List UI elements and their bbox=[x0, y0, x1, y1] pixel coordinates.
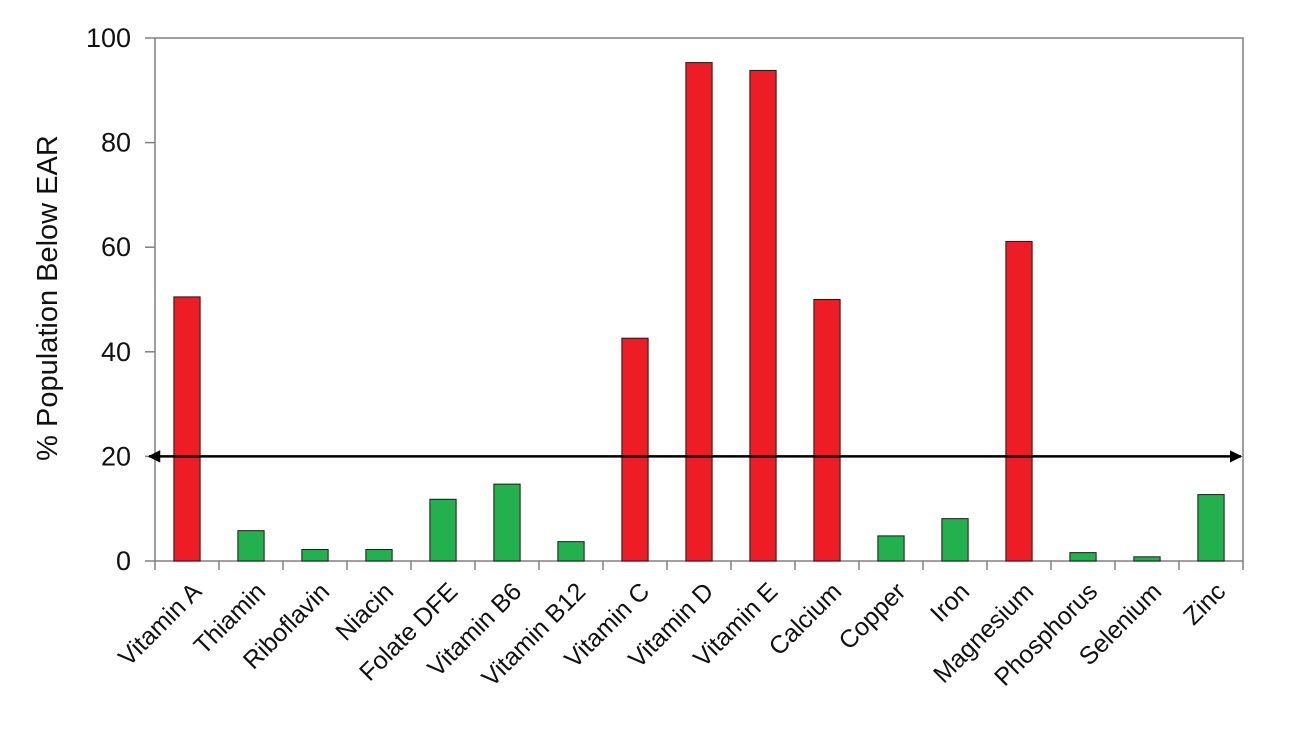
bar-niacin bbox=[365, 548, 393, 562]
bar-vitamin-c bbox=[621, 337, 649, 562]
x-tick-label: Iron bbox=[925, 577, 975, 627]
bar-vitamin-a bbox=[173, 296, 201, 562]
y-tick-label: 100 bbox=[86, 23, 131, 53]
bar-vitamin-d bbox=[685, 62, 713, 562]
y-tick-label: 20 bbox=[101, 441, 131, 471]
bar-phosphorus bbox=[1069, 552, 1097, 562]
bar-vitamin-b6 bbox=[493, 483, 521, 562]
x-tick-label: Calcium bbox=[764, 577, 848, 661]
x-tick-label: Copper bbox=[833, 577, 911, 655]
bar-selenium bbox=[1133, 556, 1161, 562]
bar-magnesium bbox=[1005, 240, 1033, 562]
bar-zinc bbox=[1197, 494, 1225, 562]
bar-riboflavin bbox=[301, 548, 329, 562]
bar-iron bbox=[941, 518, 969, 562]
y-tick-label: 0 bbox=[116, 546, 131, 576]
bar-vitamin-e bbox=[749, 69, 777, 562]
x-tick-label: Zinc bbox=[1178, 577, 1231, 630]
bar-copper bbox=[877, 535, 905, 562]
y-tick-label: 60 bbox=[101, 232, 131, 262]
y-tick-label: 40 bbox=[101, 337, 131, 367]
bar-folate-dfe bbox=[429, 498, 457, 562]
bar-vitamin-b12 bbox=[557, 541, 585, 562]
bar-thiamin bbox=[237, 530, 265, 562]
y-axis-title: % Population Below EAR bbox=[32, 135, 64, 461]
bar-calcium bbox=[813, 299, 841, 562]
y-tick-label: 80 bbox=[101, 128, 131, 158]
x-tick-label: Vitamin A bbox=[113, 577, 207, 671]
